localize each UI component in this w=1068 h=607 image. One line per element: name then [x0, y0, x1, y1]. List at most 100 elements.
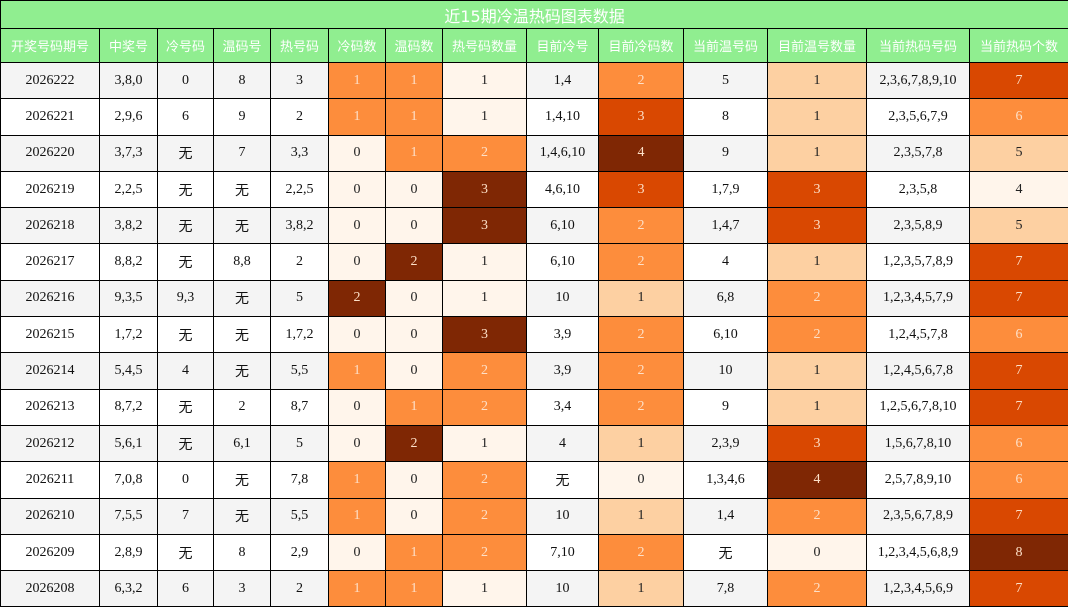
column-header: 温码号: [213, 28, 271, 63]
data-row: 2026214 5,4,5 4 无 5,5 1 0 2 3,9 2 10 1 1,2,4,5,6,7,8…: [0, 352, 1068, 390]
cell: 3,9: [526, 352, 599, 390]
data-row: 2026216 9,3,5 9,3 无 5 2 0 1 10 1 6,8 2 1,2,3,4,5,7,9…: [0, 279, 1068, 318]
data-row: 2026211 7,0,8 0 无 7,8 1 0 2 无 0 1,3,4,6 4 2,5,7,8,9,…: [0, 461, 1068, 499]
cell: 2026215: [0, 316, 100, 354]
cell: 2026218: [0, 207, 100, 245]
heat-cell: 7: [968, 497, 1068, 535]
cell: 2,3,5,8,9: [866, 207, 970, 245]
cell: 10: [526, 279, 599, 318]
cell: 无: [213, 279, 271, 318]
column-header: 热号码: [270, 28, 329, 63]
column-header: 热号码数量: [442, 28, 527, 63]
data-row: 2026213 8,7,2 无 2 8,7 0 1 2 3,4 2 9 1 1,2,5,6,7,8,10…: [0, 388, 1068, 426]
heat-cell: 5: [968, 207, 1068, 245]
heat-cell: 1: [328, 497, 386, 535]
heat-cell: 0: [328, 533, 386, 572]
cell: 无: [213, 170, 271, 209]
heat-cell: 0: [328, 243, 386, 281]
heat-cell: 0: [328, 424, 386, 463]
cell: 无: [213, 352, 271, 390]
heat-cell: 0: [328, 134, 386, 172]
cell: 3,8,0: [99, 61, 158, 100]
data-row: 2026217 8,8,2 无 8,8 2 0 2 1 6,10 2 4 1 1,2,3,5,7,8,9…: [0, 243, 1068, 281]
cell: 8,8,2: [99, 243, 158, 281]
heat-cell: 1: [598, 279, 684, 318]
cell: 10: [526, 570, 599, 607]
cell: 2,2,5: [99, 170, 158, 209]
heat-cell: 3: [442, 316, 527, 354]
heat-cell: 2: [767, 497, 867, 535]
column-header: 当前热码号码: [866, 28, 970, 63]
cell: 2026220: [0, 134, 100, 172]
cell: 2026219: [0, 170, 100, 209]
cell: 1,2,3,4,5,6,9: [866, 570, 970, 607]
cell: 6,10: [526, 243, 599, 281]
cell: 2,3,5,7,8: [866, 134, 970, 172]
heat-cell: 1: [385, 98, 443, 136]
cell: 9: [683, 134, 768, 172]
column-header: 目前冷码数: [598, 28, 684, 63]
heat-cell: 1: [598, 570, 684, 607]
heat-cell: 4: [968, 170, 1068, 209]
column-header: 当前温号码: [683, 28, 768, 63]
cell: 2,3,6,7,8,9,10: [866, 61, 970, 100]
cell: 1,2,4,5,7,8: [866, 316, 970, 354]
cell: 7,0,8: [99, 461, 158, 499]
heat-cell: 6: [968, 316, 1068, 354]
heat-cell: 0: [328, 207, 386, 245]
cell: 2,3,5,6,7,8,9: [866, 497, 970, 535]
cell: 1,7,2: [270, 316, 329, 354]
table-head: 近15期冷温热码图表数据 开奖号码期号 中奖号 冷号码 温码号 热号码 冷码数 温码数 热号码…: [0, 0, 1068, 63]
cell: 8: [683, 98, 768, 136]
heat-cell: 5: [968, 134, 1068, 172]
cell: 9: [683, 388, 768, 426]
cell: 无: [157, 424, 214, 463]
cell: 2,5,7,8,9,10: [866, 461, 970, 499]
heat-cell: 3: [767, 207, 867, 245]
heat-cell: 2: [598, 316, 684, 354]
heat-cell: 2: [442, 388, 527, 426]
heat-cell: 7: [968, 279, 1068, 318]
cell: 2026210: [0, 497, 100, 535]
heat-cell: 2: [767, 570, 867, 607]
cell: 8: [213, 533, 271, 572]
data-row: 2026210 7,5,5 7 无 5,5 1 0 2 10 1 1,4 2 2,3,5,6,7,8,9…: [0, 497, 1068, 535]
column-header: 冷码数: [328, 28, 386, 63]
cell: 3: [270, 61, 329, 100]
column-header: 冷号码: [157, 28, 214, 63]
cell: 无: [157, 207, 214, 245]
cell: 2,8,9: [99, 533, 158, 572]
cell: 2,3,5,8: [866, 170, 970, 209]
heat-cell: 6: [968, 98, 1068, 136]
cell: 1,5,6,7,8,10: [866, 424, 970, 463]
cell: 7: [213, 134, 271, 172]
cell: 无: [213, 461, 271, 499]
cell: 4: [526, 424, 599, 463]
table-body: 2026222 3,8,0 0 8 3 1 1 1 1,4 2 5 1 2,3,6,7,8,9,10 7 2…: [0, 61, 1068, 607]
cell: 1,4: [683, 497, 768, 535]
cell: 2026217: [0, 243, 100, 281]
title-row: 近15期冷温热码图表数据: [0, 0, 1068, 29]
heat-cell: 0: [385, 316, 443, 354]
cell: 无: [213, 207, 271, 245]
heat-cell: 2: [385, 424, 443, 463]
heat-cell: 1: [385, 570, 443, 607]
cell: 5,4,5: [99, 352, 158, 390]
data-row: 2026209 2,8,9 无 8 2,9 0 1 2 7,10 2 无 0 1,2,3,4,5,6,8…: [0, 533, 1068, 572]
heat-cell: 3: [598, 98, 684, 136]
heat-cell: 1: [598, 424, 684, 463]
cell: 5,6,1: [99, 424, 158, 463]
cell: 3,8,2: [270, 207, 329, 245]
cell: 无: [213, 316, 271, 354]
cell: 无: [157, 316, 214, 354]
cell: 1,7,9: [683, 170, 768, 209]
heat-cell: 0: [328, 388, 386, 426]
heat-cell: 3: [767, 170, 867, 209]
cell: 5: [270, 279, 329, 318]
heat-cell: 3: [442, 207, 527, 245]
heat-cell: 6: [968, 461, 1068, 499]
heat-cell: 3: [442, 170, 527, 209]
cell: 2026213: [0, 388, 100, 426]
heat-cell: 1: [598, 497, 684, 535]
